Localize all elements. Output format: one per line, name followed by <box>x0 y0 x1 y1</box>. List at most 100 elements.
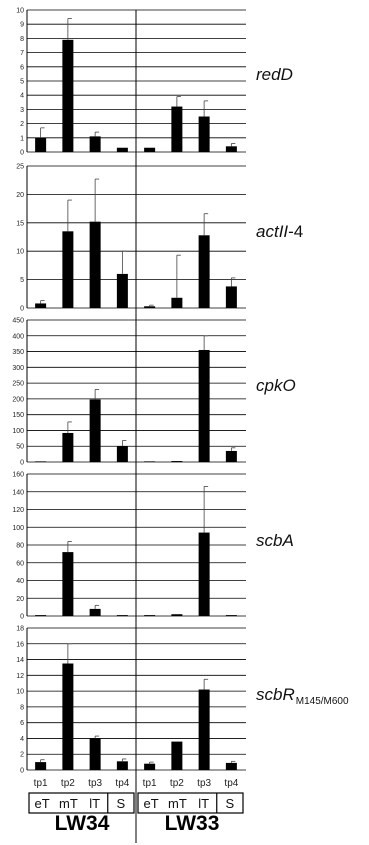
y-tick-label: 10 <box>16 689 24 696</box>
y-tick-label: 140 <box>12 489 24 496</box>
x-tick-label: tp4 <box>224 778 238 789</box>
bar-cpkO-LW33-tp4 <box>226 451 237 462</box>
y-tick-label: 2 <box>20 121 24 128</box>
phase-label: S <box>117 796 126 811</box>
bar-redD-LW34-tp2 <box>62 40 73 152</box>
y-tick-label: 25 <box>16 164 24 171</box>
y-tick-label: 400 <box>12 333 24 340</box>
chart-panel-scbA: 0 20 40 60 80 100 120 140 160 scbA <box>12 472 293 621</box>
bar-redD-LW34-tp1 <box>35 138 46 152</box>
y-tick-label: 5 <box>20 79 24 86</box>
bar-scbR-LW33-tp3 <box>199 690 210 770</box>
phase-label: lT <box>198 796 209 811</box>
y-tick-label: 0 <box>20 460 24 467</box>
chart-panel-redD: 0 1 2 3 4 5 6 7 8 9 10 redD <box>16 8 293 157</box>
y-tick-label: 200 <box>12 396 24 403</box>
bar-actII-4-LW34-tp2 <box>62 231 73 308</box>
y-tick-label: 5 <box>20 277 24 284</box>
y-tick-label: 7 <box>20 50 24 57</box>
bar-cpkO-LW34-tp2 <box>62 433 73 462</box>
y-tick-label: 60 <box>16 560 24 567</box>
gene-label-redD: redD <box>256 65 293 84</box>
bar-redD-LW34-tp3 <box>90 136 101 152</box>
x-tick-label: tp3 <box>197 778 211 789</box>
y-tick-label: 3 <box>20 107 24 114</box>
gene-label-scbR: scbRM145/M600 <box>256 685 349 707</box>
gene-label-cpkO: cpkO <box>256 376 296 395</box>
bar-cpkO-LW34-tp1 <box>35 461 46 462</box>
y-tick-label: 160 <box>12 472 24 479</box>
y-tick-label: 120 <box>12 507 24 514</box>
y-tick-label: 350 <box>12 349 24 356</box>
x-tick-label: tp2 <box>61 778 75 789</box>
x-tick-label: tp2 <box>170 778 184 789</box>
x-tick-label: tp1 <box>143 778 157 789</box>
bar-redD-LW33-tp3 <box>199 117 210 153</box>
bar-actII-4-LW34-tp4 <box>117 274 128 308</box>
y-tick-label: 4 <box>20 736 24 743</box>
bar-cpkO-LW34-tp3 <box>90 400 101 462</box>
bar-actII-4-LW33-tp3 <box>199 235 210 308</box>
y-tick-label: 250 <box>12 381 24 388</box>
bar-scbA-LW33-tp1 <box>144 615 155 616</box>
x-tick-label: tp3 <box>88 778 102 789</box>
y-tick-label: 0 <box>20 150 24 157</box>
y-tick-label: 100 <box>12 428 24 435</box>
y-tick-label: 10 <box>16 8 24 15</box>
x-tick-label: tp1 <box>34 778 48 789</box>
phase-label: S <box>226 796 235 811</box>
bar-cpkO-LW33-tp3 <box>199 350 210 462</box>
bar-scbR-LW33-tp1 <box>144 764 155 770</box>
bar-scbA-LW33-tp2 <box>171 614 182 616</box>
bar-cpkO-LW33-tp2 <box>171 461 182 462</box>
bar-cpkO-LW34-tp4 <box>117 446 128 462</box>
phase-box-LW34: eT mT lT S <box>29 793 134 813</box>
y-tick-label: 12 <box>16 673 24 680</box>
y-tick-label: 0 <box>20 614 24 621</box>
bar-scbR-LW34-tp4 <box>117 761 128 770</box>
bar-scbA-LW33-tp3 <box>199 533 210 616</box>
chart-panel-actII-4: 0 5 10 15 20 25 actII-4 <box>16 164 303 313</box>
y-tick-label: 2 <box>20 752 24 759</box>
bar-scbR-LW33-tp4 <box>226 763 237 770</box>
phase-label: mT <box>168 796 187 811</box>
phase-label: lT <box>89 796 100 811</box>
phase-label: eT <box>35 796 50 811</box>
bar-scbA-LW33-tp4 <box>226 615 237 616</box>
bar-scbA-LW34-tp3 <box>90 609 101 616</box>
bar-actII-4-LW33-tp4 <box>226 286 237 308</box>
bar-redD-LW33-tp4 <box>226 146 237 152</box>
bar-scbA-LW34-tp4 <box>117 615 128 616</box>
y-tick-label: 20 <box>16 596 24 603</box>
gene-label-actII-4: actII-4 <box>256 222 303 241</box>
bar-redD-LW34-tp4 <box>117 148 128 152</box>
y-tick-label: 9 <box>20 22 24 29</box>
y-tick-label: 40 <box>16 578 24 585</box>
y-tick-label: 16 <box>16 641 24 648</box>
y-tick-label: 300 <box>12 365 24 372</box>
bar-cpkO-LW33-tp1 <box>144 461 155 462</box>
bar-actII-4-LW34-tp3 <box>90 222 101 308</box>
chart-panel-scbR: 0 2 4 6 8 10 12 14 16 18 scbRM145/M600 <box>16 626 349 775</box>
y-tick-label: 4 <box>20 93 24 100</box>
phase-box-LW33: eT mT lT S <box>138 793 243 813</box>
phase-label: eT <box>144 796 159 811</box>
y-tick-label: 15 <box>16 220 24 227</box>
gene-label-scbA: scbA <box>256 531 294 550</box>
x-tick-label: tp4 <box>115 778 129 789</box>
strain-label-lw34: LW34 <box>55 812 110 835</box>
y-tick-label: 1 <box>20 135 24 142</box>
y-tick-label: 8 <box>20 36 24 43</box>
chart-panel-cpkO: 0 50 100 150 200 250 300 350 400 450 cpkO <box>12 318 295 467</box>
y-tick-label: 10 <box>16 249 24 256</box>
bar-actII-4-LW34-tp1 <box>35 303 46 308</box>
y-tick-label: 18 <box>16 626 24 633</box>
bar-redD-LW33-tp2 <box>171 107 182 152</box>
bar-actII-4-LW33-tp2 <box>171 298 182 308</box>
y-tick-label: 100 <box>12 525 24 532</box>
y-tick-label: 0 <box>20 768 24 775</box>
y-tick-label: 6 <box>20 64 24 71</box>
y-tick-label: 14 <box>16 657 24 664</box>
y-tick-label: 0 <box>20 306 24 313</box>
